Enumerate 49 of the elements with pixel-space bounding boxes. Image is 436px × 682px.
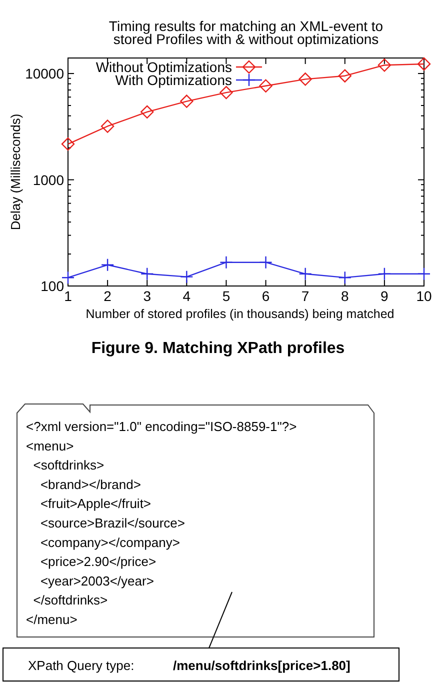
point	[378, 267, 392, 280]
text: <menu>	[26, 438, 74, 454]
text: <softdrinks>	[26, 458, 104, 473]
point	[100, 120, 114, 133]
text: </menu>	[26, 612, 78, 627]
y-tick-label: 1000	[32, 172, 64, 188]
point	[417, 267, 431, 280]
x-tick-label: 1	[64, 288, 72, 304]
point	[140, 105, 154, 119]
chart-title: Timing results for matching an XML-event to stored Profiles with & without optimizations	[108, 18, 384, 47]
point	[378, 58, 392, 72]
point	[100, 258, 114, 272]
text: <source>Brazil</source>	[26, 516, 185, 530]
x-axis-title: Number of stored profiles (in thousands) being matched	[86, 307, 394, 321]
text: </softdrinks>	[26, 592, 108, 608]
point	[338, 270, 352, 284]
text: XPath Query type:	[28, 658, 134, 673]
text: /menu/softdrinks[price>1.80]	[173, 658, 350, 673]
text: <price>2.90</price>	[26, 554, 156, 570]
x-tick-label: 8	[340, 288, 349, 304]
text: <fruit>Apple</fruit>	[26, 496, 152, 512]
text: <?xml version="1.0" encoding="ISO-8859-1"?>	[26, 419, 297, 434]
point	[298, 267, 312, 280]
y-tick-label: 100	[40, 278, 64, 294]
point	[140, 267, 154, 280]
text: <company></company>	[26, 534, 180, 550]
y-axis-title: Delay (Milliseconds)	[8, 114, 23, 230]
x-tick-label: 3	[143, 288, 152, 304]
point	[180, 94, 194, 108]
point	[259, 256, 272, 269]
x-tick-label: 9	[380, 288, 389, 304]
x-tick-label: 4	[182, 288, 191, 304]
point	[338, 69, 352, 82]
text: <year>2003</year>	[26, 573, 154, 588]
point	[298, 72, 312, 86]
point	[259, 79, 272, 92]
x-tick-label: 10	[416, 288, 432, 304]
x-tick-label: 5	[222, 288, 230, 304]
point	[180, 270, 194, 284]
point	[61, 137, 75, 151]
caption: Figure 9. Matching XPath profiles	[91, 340, 345, 357]
point	[220, 256, 233, 269]
x-tick-label: 6	[262, 288, 270, 304]
point	[417, 57, 431, 71]
x-tick-label: 7	[301, 288, 310, 304]
y-tick-label: 10000	[25, 66, 64, 82]
x-tick-label: 2	[104, 288, 112, 304]
text: <brand></brand>	[26, 476, 141, 492]
legend-label: Without Optimizations	[96, 59, 232, 75]
